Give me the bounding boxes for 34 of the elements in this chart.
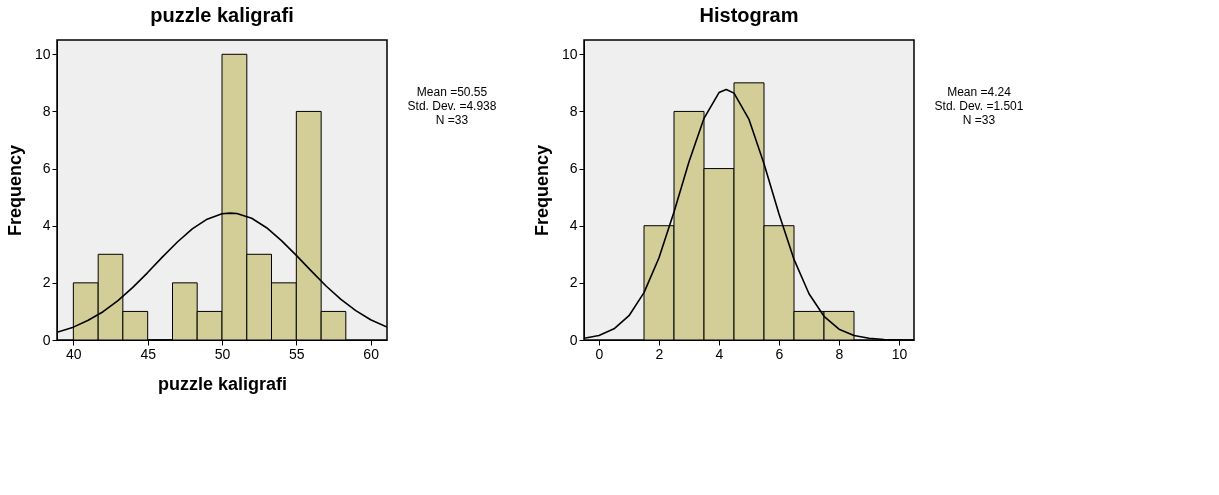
chart-title: Histogram [699, 4, 799, 26]
y-tick-label: 2 [42, 274, 51, 291]
x-tick-label: 6 [775, 345, 784, 362]
x-tick-label: 40 [66, 345, 82, 362]
y-tick-label: 4 [42, 217, 51, 234]
x-axis-title: puzzle kaligrafi [157, 373, 288, 394]
x-tick-label: 60 [363, 345, 380, 362]
y-tick-label: 4 [569, 217, 578, 234]
text: N =33 [435, 113, 469, 127]
x-tick-label: 45 [140, 345, 157, 362]
chart-title: puzzle kaligrafi [150, 4, 294, 26]
y-tick-label: 8 [569, 102, 578, 119]
y-axis-title: Frequency [531, 144, 552, 237]
text: Mean =50.55 [416, 85, 488, 99]
y-tick-label: 2 [569, 274, 578, 291]
y-tick-label: 6 [42, 160, 51, 177]
y-tick-label: 6 [569, 160, 578, 177]
y-tick-label: 8 [42, 102, 51, 119]
x-tick-label: 8 [835, 345, 844, 362]
x-tick-label: 2 [655, 345, 664, 362]
text: Std. Dev. =4.938 [407, 99, 497, 113]
y-tick-label: 10 [34, 45, 51, 62]
x-tick-label: 50 [214, 345, 231, 362]
y-axis-title: Frequency [4, 144, 25, 237]
y-tick-label: 0 [42, 331, 51, 348]
text: N =33 [962, 113, 996, 127]
text: Mean =4.24 [947, 85, 1012, 99]
y-tick-label: 0 [569, 331, 578, 348]
y-tick-label: 10 [561, 45, 578, 62]
x-tick-label: 0 [595, 345, 604, 362]
text: Std. Dev. =1.501 [934, 99, 1024, 113]
x-tick-label: 10 [891, 345, 908, 362]
x-tick-label: 4 [715, 345, 724, 362]
x-tick-label: 55 [289, 345, 305, 362]
